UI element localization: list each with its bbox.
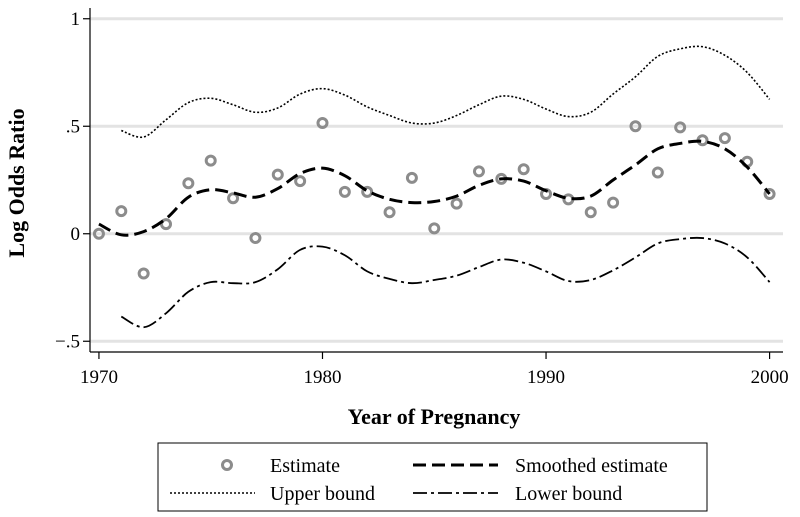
gridlines [90, 17, 783, 343]
estimate-point-4 [182, 177, 195, 190]
estimate-point-26 [674, 121, 687, 134]
y-tick-label-2: .5 [66, 116, 80, 137]
estimate-point-9 [294, 175, 307, 188]
legend-upper-label: Upper bound [270, 483, 375, 505]
estimate-point-12 [361, 185, 374, 198]
estimate-point-7 [249, 232, 262, 245]
estimate-point-5 [204, 154, 217, 167]
estimate-point-3 [160, 218, 173, 231]
legend: Estimate Smoothed estimate Upper bound L… [157, 442, 708, 512]
x-tick-label-3: 2000 [751, 367, 789, 388]
estimate-point-2 [137, 267, 150, 280]
axes: −.5 0 .5 1 1970 1980 1990 2000 [55, 8, 789, 388]
estimate-point-19 [517, 163, 530, 176]
estimate-point-25 [651, 166, 664, 179]
estimate-point-13 [383, 206, 396, 219]
estimate-point-24 [629, 120, 642, 133]
estimate-point-15 [428, 222, 441, 235]
estimate-point-28 [718, 132, 731, 145]
estimate-point-8 [271, 168, 284, 181]
y-tick-label-0: −.5 [55, 331, 80, 352]
estimate-point-23 [607, 196, 620, 209]
estimate-point-6 [227, 192, 240, 205]
legend-box [157, 442, 708, 512]
smoothed-estimate-line [98, 139, 771, 237]
estimate-point-11 [338, 185, 351, 198]
y-axis-title: Log Odds Ratio [4, 108, 29, 257]
estimate-point-0 [92, 227, 105, 240]
estimate-point-21 [562, 193, 575, 206]
upper-bound-line [121, 45, 771, 139]
x-tick-label-1: 1980 [303, 367, 341, 388]
x-axis-title: Year of Pregnancy [348, 404, 521, 429]
estimate-point-17 [472, 165, 485, 178]
y-tick-label-3: 1 [71, 9, 81, 30]
plot-series [92, 45, 776, 329]
legend-estimate-label: Estimate [270, 455, 340, 477]
lower-bound-line [120, 236, 771, 329]
x-tick-label-2: 1990 [527, 367, 565, 388]
estimate-point-16 [450, 197, 463, 210]
estimate-point-1 [115, 205, 128, 218]
legend-lower-label: Lower bound [515, 483, 622, 505]
legend-smoothed-label: Smoothed estimate [515, 455, 668, 477]
estimate-point-22 [584, 206, 597, 219]
legend-estimate-marker [221, 459, 233, 471]
estimate-point-10 [316, 117, 329, 130]
estimate-point-30 [763, 187, 776, 200]
y-tick-label-1: 0 [71, 224, 81, 245]
estimate-point-14 [405, 171, 418, 184]
x-tick-label-0: 1970 [80, 367, 118, 388]
